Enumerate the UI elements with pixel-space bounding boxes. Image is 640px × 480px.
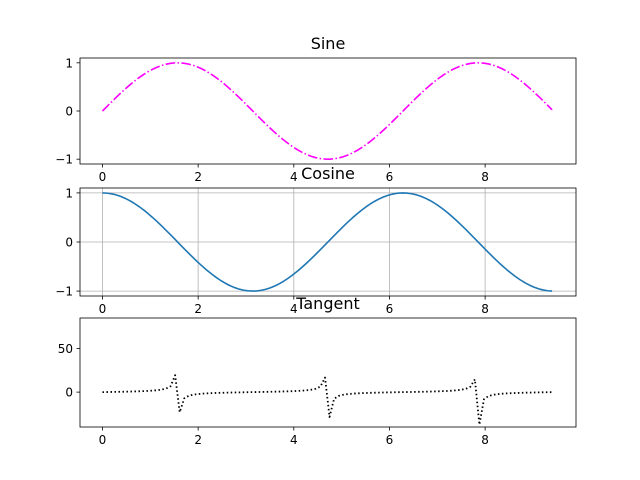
cosine-title: Cosine xyxy=(301,164,355,183)
tangent-xtick-label: 8 xyxy=(481,433,489,447)
sine-ytick-label: 1 xyxy=(65,56,73,70)
tangent-ytick-label: 50 xyxy=(58,342,73,356)
tangent-xtick-label: 6 xyxy=(386,433,394,447)
sine-xtick-label: 4 xyxy=(290,170,298,184)
sine-xtick-label: 8 xyxy=(481,170,489,184)
cosine-xtick-label: 0 xyxy=(99,302,107,316)
sine-xtick-label: 6 xyxy=(386,170,394,184)
tangent-series-line xyxy=(102,374,553,426)
tangent-title: Tangent xyxy=(295,294,359,313)
sine-ytick-label: −1 xyxy=(55,153,73,167)
cosine-xtick-label: 2 xyxy=(194,302,202,316)
sine-xtick-label: 0 xyxy=(99,170,107,184)
sine-xtick-label: 2 xyxy=(194,170,202,184)
sine-title: Sine xyxy=(311,34,346,53)
sine-ytick-label: 0 xyxy=(65,105,73,119)
tangent-xtick-label: 2 xyxy=(194,433,202,447)
tangent-xtick-label: 0 xyxy=(99,433,107,447)
tangent-ytick-label: 0 xyxy=(65,386,73,400)
tangent-axes-frame xyxy=(79,317,577,428)
sine-panel: 0 2 4 6 8 −1 0 1 Sine xyxy=(55,34,577,184)
cosine-series-line xyxy=(102,192,553,292)
sine-series-line xyxy=(101,62,553,160)
cosine-ytick-label: 1 xyxy=(65,186,73,200)
cosine-xtick-label: 4 xyxy=(290,302,298,316)
cosine-xtick-label: 8 xyxy=(481,302,489,316)
tangent-xtick-label: 4 xyxy=(290,433,298,447)
cosine-xtick-label: 6 xyxy=(386,302,394,316)
tangent-panel: 0 2 4 6 8 0 50 Tangent xyxy=(58,294,577,447)
cosine-panel: 0 2 4 6 8 −1 0 1 Cosine xyxy=(55,164,577,316)
sine-axes-frame xyxy=(79,57,577,165)
cosine-ytick-label: 0 xyxy=(65,236,73,250)
cosine-ytick-label: −1 xyxy=(55,285,73,299)
